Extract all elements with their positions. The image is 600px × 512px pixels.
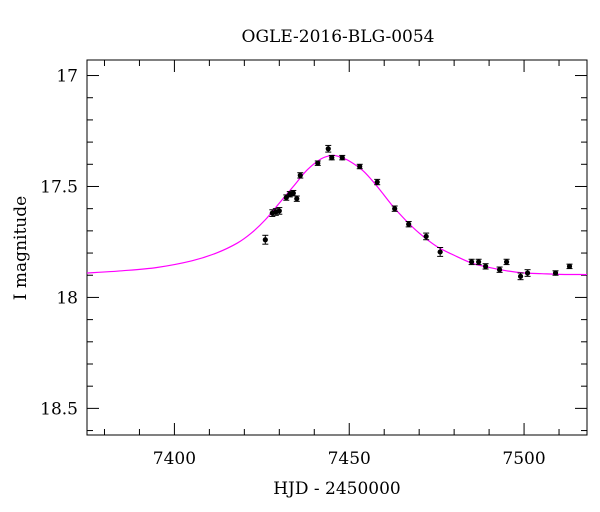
data-point (503, 258, 510, 266)
x-tick-label: 7400 (153, 449, 196, 469)
data-point-marker (392, 206, 398, 212)
data-point-marker (524, 270, 531, 276)
data-point (482, 263, 489, 270)
data-point (391, 205, 398, 212)
data-point-marker (294, 196, 300, 202)
data-point (468, 258, 475, 266)
data-point-marker (325, 146, 331, 152)
data-point (325, 144, 332, 153)
data-point-marker (503, 259, 510, 265)
data-point-marker (483, 263, 489, 269)
data-point-marker (406, 221, 412, 227)
data-point-marker (283, 194, 289, 201)
data-point-marker (374, 179, 380, 185)
data-point (437, 247, 444, 257)
data-point (374, 178, 381, 186)
data-point (475, 258, 482, 266)
data-point (524, 269, 531, 277)
data-point-marker (290, 190, 296, 196)
data-point-marker (552, 270, 559, 276)
axis-tick-labels: 7400 7450 7500 17 17.5 18 18.5 (40, 67, 546, 469)
data-point-marker (329, 155, 335, 161)
data-point (297, 172, 304, 179)
data-points-layer (262, 144, 573, 281)
data-point (423, 232, 430, 241)
data-point-marker (476, 259, 482, 265)
data-point (552, 270, 559, 276)
data-point-marker (262, 237, 268, 243)
data-point-marker (315, 160, 321, 166)
x-tick-label: 7450 (328, 449, 371, 469)
data-point (517, 272, 524, 281)
data-point (293, 195, 300, 202)
x-tick-label: 7500 (502, 449, 545, 469)
model-curve (86, 154, 588, 276)
data-point-marker (566, 263, 573, 269)
y-tick-label: 17.5 (40, 177, 78, 197)
data-point-marker (496, 267, 503, 273)
data-point-marker (437, 249, 443, 255)
y-axis-label: I magnitude (11, 196, 31, 300)
chart-title: OGLE-2016-BLG-0054 (242, 27, 435, 47)
data-point (272, 208, 279, 216)
data-point (405, 221, 412, 228)
plot-frame (86, 59, 588, 436)
data-point (328, 154, 335, 161)
data-point (566, 263, 573, 270)
data-point-marker (339, 155, 345, 161)
data-point-marker (423, 233, 429, 240)
data-point (276, 207, 283, 215)
data-point (496, 266, 503, 273)
y-tick-label: 17 (56, 67, 78, 87)
x-axis-label: HJD - 2450000 (273, 479, 401, 499)
data-point-marker (517, 273, 524, 279)
data-point (262, 234, 269, 245)
axis-ticks (87, 60, 587, 435)
data-point-marker (469, 259, 475, 265)
data-point-marker (297, 172, 303, 178)
y-tick-label: 18 (56, 288, 78, 308)
model-curve-layer (86, 154, 588, 276)
data-point (356, 163, 363, 170)
data-point (314, 160, 321, 166)
y-tick-label: 18.5 (40, 399, 78, 419)
data-point (339, 154, 346, 161)
data-point-marker (357, 163, 363, 170)
data-point-marker (276, 208, 282, 214)
